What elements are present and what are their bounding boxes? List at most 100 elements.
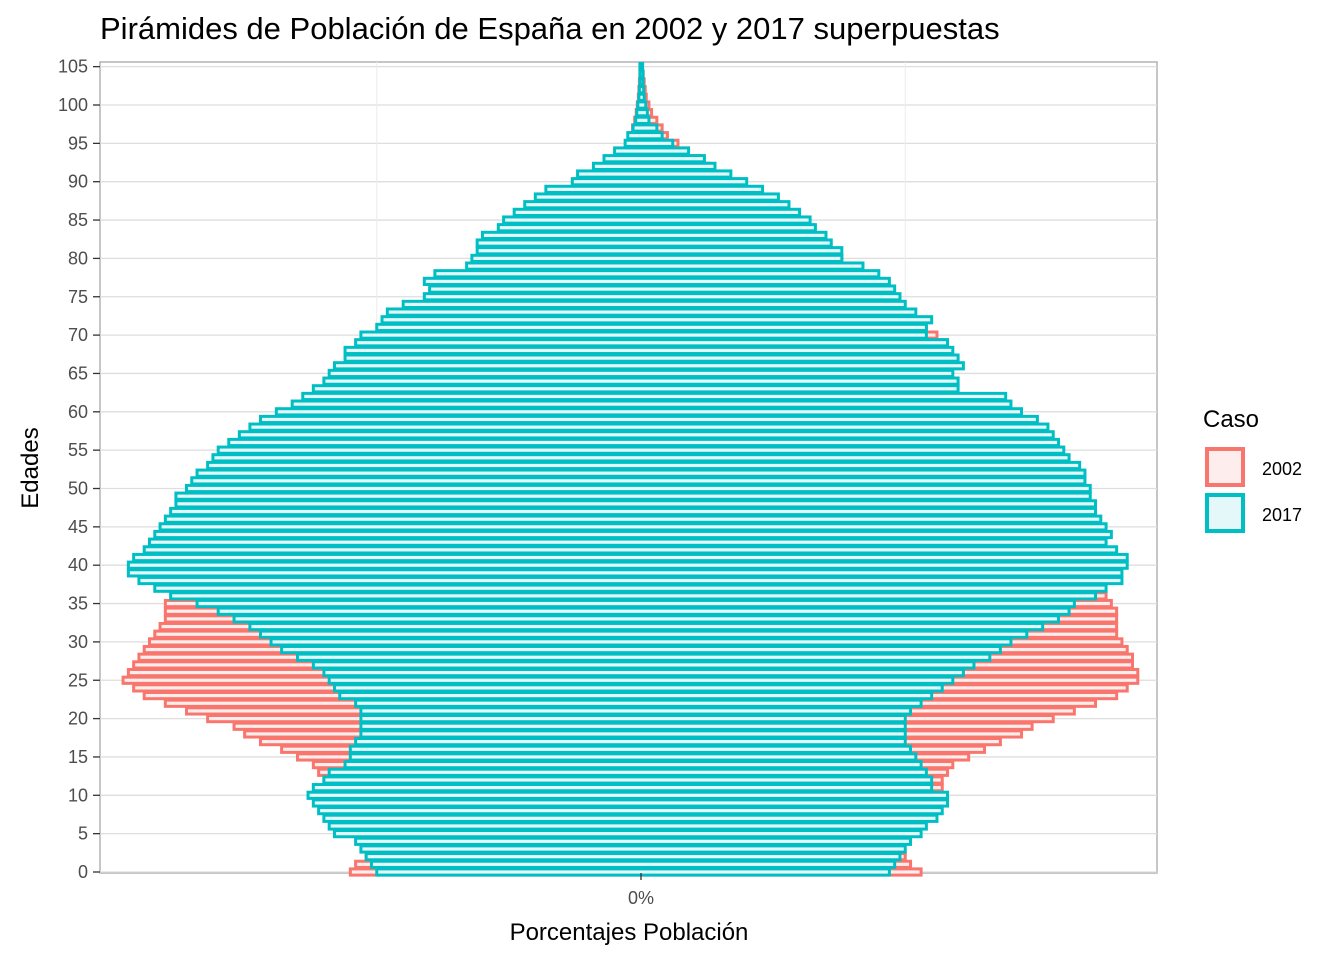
bar-2017-age-82 (475, 238, 833, 248)
bar-2017-age-57 (237, 430, 1055, 440)
y-tick-label-85: 85 (68, 210, 88, 230)
y-tick-label-70: 70 (68, 325, 88, 345)
bar-2017-age-68 (343, 345, 955, 356)
legend-label-2002: 2002 (1262, 459, 1302, 479)
bar-2017-age-33 (232, 614, 1061, 624)
bar-2017-age-105 (638, 62, 645, 72)
bar-2017-age-75 (422, 292, 902, 302)
bar-2017-age-35 (195, 598, 1076, 609)
x-tick-label-0: 0% (628, 888, 654, 908)
bar-2017-age-67 (343, 353, 960, 363)
bar-2017-age-90 (570, 177, 749, 187)
bar-2017-age-19 (359, 721, 907, 731)
bar-2017-age-6 (327, 821, 928, 831)
bar-2017-age-41 (132, 552, 1129, 563)
bar-2017-age-37 (153, 583, 1108, 593)
bar-2017-age-13 (327, 767, 928, 777)
y-tick-label-40: 40 (68, 555, 88, 575)
bar-2017-age-20 (359, 714, 907, 724)
legend-title: Caso (1203, 406, 1259, 433)
bar-2017-age-11 (311, 783, 934, 793)
bar-2017-age-58 (248, 422, 1050, 432)
bar-2017-age-76 (428, 284, 897, 294)
bar-2017-age-15 (348, 752, 918, 762)
bar-2017-age-84 (496, 223, 817, 233)
bar-2017-age-29 (280, 644, 1002, 655)
bar-2017-age-70 (359, 330, 928, 340)
bar-2017-age-40 (126, 560, 1129, 570)
bar-2017-age-50 (184, 483, 1092, 494)
y-tick-label-100: 100 (58, 95, 88, 115)
bar-2017-age-54 (211, 453, 1071, 463)
y-tick-label-35: 35 (68, 594, 88, 614)
bar-2017-age-36 (169, 591, 1098, 601)
y-tick-label-50: 50 (68, 479, 88, 499)
bar-2017-age-88 (533, 192, 780, 202)
bar-2017-age-77 (422, 276, 891, 287)
bar-2017-age-51 (190, 476, 1087, 486)
bar-2017-age-27 (311, 660, 976, 670)
bar-2017-age-64 (322, 376, 960, 386)
bar-2017-age-55 (216, 445, 1066, 455)
bar-2017-age-87 (523, 200, 791, 210)
bar-2017-age-56 (227, 437, 1061, 448)
y-tick-label-80: 80 (68, 248, 88, 268)
legend-swatch-2017 (1205, 493, 1245, 533)
bars-layer (121, 62, 1140, 877)
bar-2017-age-94 (613, 146, 691, 156)
bar-2017-age-99 (635, 108, 649, 118)
y-axis-title: Edades (17, 427, 44, 508)
bar-2017-age-62 (301, 391, 1008, 402)
bar-2017-age-22 (354, 698, 923, 708)
bar-2017-age-7 (322, 813, 939, 823)
bar-2017-age-38 (137, 575, 1124, 586)
x-axis-title: Porcentajes Población (510, 919, 749, 946)
bar-2017-age-85 (502, 215, 812, 225)
bar-2017-age-98 (634, 115, 651, 125)
bar-2017-age-1 (369, 859, 897, 869)
bar-2017-age-65 (327, 368, 955, 379)
bar-2017-age-59 (258, 414, 1039, 425)
bar-2017-age-95 (623, 138, 675, 148)
bar-2017-age-44 (153, 529, 1113, 540)
legend: Caso 2002 2017 (1203, 406, 1302, 533)
bar-2017-age-92 (591, 161, 717, 171)
bar-2017-age-45 (158, 522, 1108, 532)
bar-2017-age-80 (470, 253, 844, 264)
y-tick-label-45: 45 (68, 517, 88, 537)
y-tick-label-65: 65 (68, 363, 88, 383)
y-tick-label-25: 25 (68, 670, 88, 690)
bar-2017-age-86 (512, 207, 802, 217)
bar-2017-age-16 (348, 744, 913, 754)
bar-2017-age-74 (401, 299, 907, 310)
bar-2017-age-91 (576, 169, 733, 179)
bar-2017-age-71 (375, 322, 928, 333)
y-tick-label-75: 75 (68, 287, 88, 307)
bar-2017-age-34 (216, 606, 1071, 616)
bar-2017-age-21 (359, 706, 913, 716)
bar-2017-age-24 (332, 683, 944, 693)
bar-2017-age-72 (380, 315, 934, 325)
y-tick-label-55: 55 (68, 440, 88, 460)
bar-2017-age-2 (364, 852, 902, 862)
y-tick-label-20: 20 (68, 709, 88, 729)
y-tick-label-30: 30 (68, 632, 88, 652)
chart-title: Pirámides de Población de España en 2002… (100, 11, 1000, 46)
bar-2017-age-4 (354, 836, 913, 846)
bar-2017-age-93 (602, 154, 706, 164)
bar-2017-age-46 (163, 514, 1103, 524)
bar-2017-age-8 (317, 806, 944, 816)
y-tick-label-15: 15 (68, 747, 88, 767)
bar-2017-age-101 (637, 92, 646, 102)
bar-2017-age-97 (631, 123, 659, 133)
bar-2017-age-12 (322, 775, 934, 785)
bar-2017-age-43 (147, 537, 1108, 547)
bar-2017-age-89 (544, 184, 765, 194)
bar-2017-age-10 (306, 790, 950, 800)
bar-2017-age-104 (638, 69, 645, 79)
bar-2017-age-78 (433, 269, 881, 279)
legend-label-2017: 2017 (1262, 505, 1302, 525)
y-tick-label-0: 0 (78, 862, 88, 882)
bar-2017-age-66 (332, 361, 965, 371)
